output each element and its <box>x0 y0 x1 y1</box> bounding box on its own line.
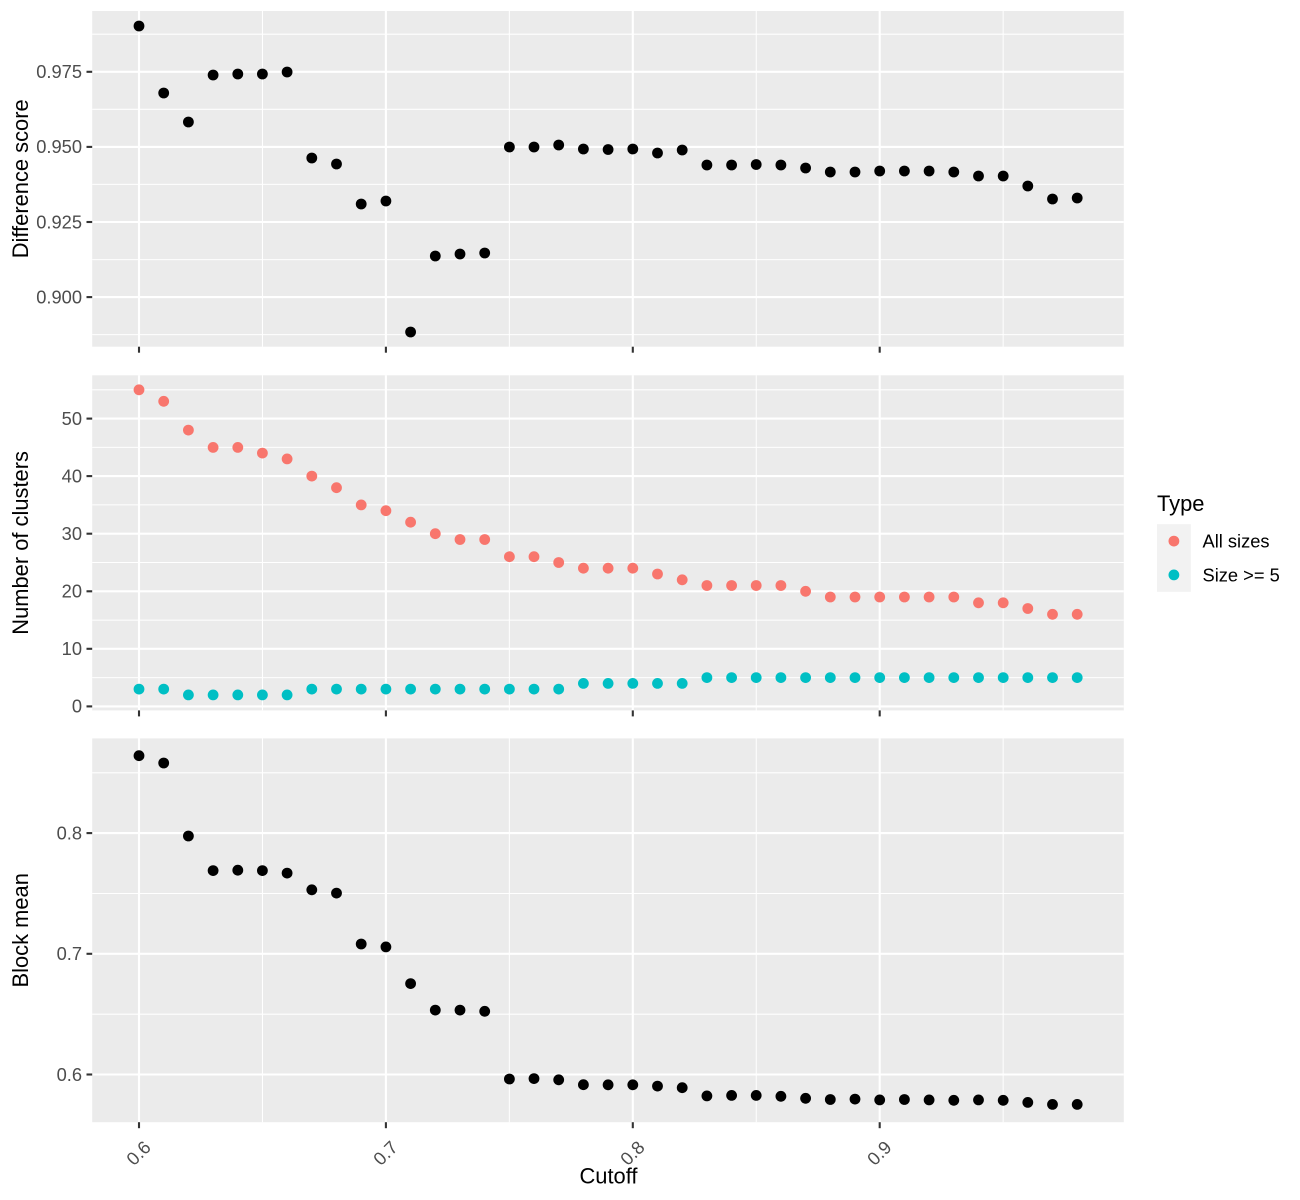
svg-text:0.950: 0.950 <box>36 136 82 157</box>
svg-text:0.8: 0.8 <box>57 822 82 843</box>
svg-text:0: 0 <box>72 696 82 717</box>
svg-text:0.900: 0.900 <box>36 286 82 307</box>
svg-text:0.6: 0.6 <box>122 1136 155 1169</box>
svg-text:Cutoff: Cutoff <box>579 1164 638 1189</box>
svg-text:Size >= 5: Size >= 5 <box>1203 564 1280 585</box>
svg-text:Number of clusters: Number of clusters <box>8 451 33 635</box>
svg-text:10: 10 <box>62 638 82 659</box>
svg-text:30: 30 <box>62 523 82 544</box>
svg-text:Type: Type <box>1157 491 1204 516</box>
svg-text:0.925: 0.925 <box>36 211 82 232</box>
svg-text:0.7: 0.7 <box>57 943 82 964</box>
svg-text:0.9: 0.9 <box>863 1136 896 1169</box>
svg-text:0.975: 0.975 <box>36 61 82 82</box>
svg-text:0.7: 0.7 <box>369 1136 402 1169</box>
svg-text:20: 20 <box>62 581 82 602</box>
svg-text:50: 50 <box>62 408 82 429</box>
svg-text:Block mean: Block mean <box>8 873 33 987</box>
svg-text:All sizes: All sizes <box>1203 531 1270 552</box>
svg-text:40: 40 <box>62 465 82 486</box>
svg-text:Difference score: Difference score <box>8 99 33 258</box>
svg-text:0.6: 0.6 <box>57 1064 82 1085</box>
